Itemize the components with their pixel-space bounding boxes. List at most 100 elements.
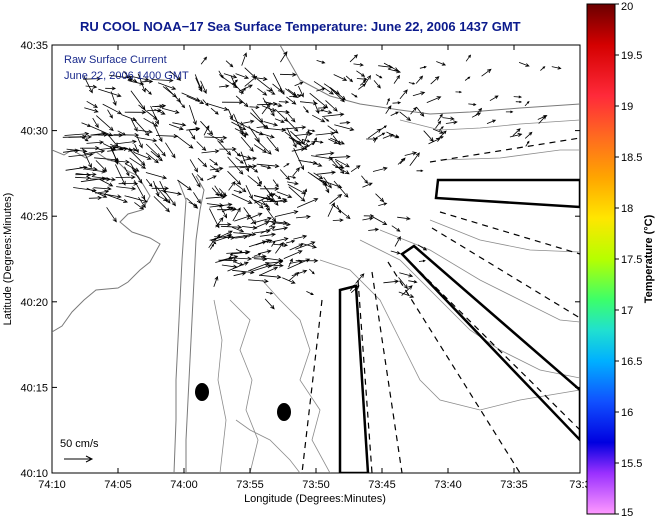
scale-arrow xyxy=(64,455,94,463)
current-vector xyxy=(283,163,290,168)
current-vector xyxy=(383,279,400,284)
nj-shore xyxy=(173,179,187,473)
current-vector xyxy=(115,175,136,180)
current-vector xyxy=(303,129,310,145)
x-axis-label: Longitude (Degrees:Minutes) xyxy=(244,493,386,505)
current-vector xyxy=(273,193,282,200)
current-vector xyxy=(191,172,201,188)
current-vector xyxy=(282,277,296,284)
current-vector xyxy=(128,75,150,82)
current-vector xyxy=(334,158,350,168)
current-vector xyxy=(209,233,233,241)
current-vector xyxy=(279,169,291,181)
y-tick-label: 40:20 xyxy=(20,297,48,309)
current-vector xyxy=(551,66,562,70)
current-vector xyxy=(295,241,316,250)
current-vector xyxy=(102,103,123,115)
current-vector xyxy=(254,138,272,155)
current-vector xyxy=(286,96,297,105)
current-vector xyxy=(150,105,159,125)
current-vector xyxy=(285,111,296,123)
current-vector xyxy=(296,198,319,208)
current-vector xyxy=(373,136,378,143)
current-vector xyxy=(272,179,279,188)
current-vector xyxy=(65,165,88,171)
current-vector xyxy=(259,232,277,237)
current-vector xyxy=(390,111,400,116)
colorbar-tick-label: 15.5 xyxy=(621,458,642,470)
current-vector xyxy=(332,204,351,220)
current-vector xyxy=(291,269,308,277)
current-vector xyxy=(143,117,159,127)
current-vector xyxy=(287,184,307,195)
current-vector xyxy=(214,233,221,241)
current-vector xyxy=(276,191,293,199)
current-vector xyxy=(430,76,440,85)
current-vector xyxy=(412,91,426,97)
current-vector xyxy=(177,179,192,191)
current-vector xyxy=(201,149,220,154)
y-axis-label: Latitude (Degrees:Minutes) xyxy=(2,193,14,326)
current-vector xyxy=(213,275,219,287)
scale-label: 50 cm/s xyxy=(60,438,99,450)
current-vector xyxy=(255,221,270,228)
current-vector xyxy=(465,54,472,62)
current-vector xyxy=(189,127,200,132)
current-vector xyxy=(219,255,239,262)
x-axis-ticks: 74:10 74:05 74:00 73:55 73:50 73:45 73:40 73:35… xyxy=(38,45,591,491)
current-vector xyxy=(106,207,117,223)
colorbar-tick-label: 15 xyxy=(621,507,633,518)
current-vector xyxy=(292,167,300,177)
current-vector xyxy=(273,243,289,248)
current-vector xyxy=(254,193,276,204)
current-vector xyxy=(390,250,401,255)
current-vector xyxy=(256,163,280,169)
current-vector xyxy=(130,118,138,132)
current-vector xyxy=(231,226,245,233)
current-vector xyxy=(254,229,271,234)
current-vector xyxy=(399,272,414,278)
current-vector xyxy=(537,115,548,120)
current-vector xyxy=(233,182,247,193)
current-vector xyxy=(293,234,308,240)
current-vector xyxy=(150,150,163,162)
current-vector xyxy=(165,86,182,103)
current-vector xyxy=(382,133,394,139)
current-vector xyxy=(98,145,117,151)
current-vector xyxy=(257,87,268,96)
current-vector xyxy=(385,105,392,114)
current-vector xyxy=(333,180,349,198)
current-vector xyxy=(334,124,355,132)
current-vector xyxy=(417,244,428,251)
current-vector xyxy=(468,102,477,106)
current-vector xyxy=(232,207,241,222)
current-vector xyxy=(107,146,129,152)
current-vector xyxy=(217,140,232,156)
current-vector xyxy=(249,105,260,110)
current-vector xyxy=(375,193,385,203)
current-vector xyxy=(197,157,208,168)
current-vector xyxy=(258,249,272,254)
current-vector xyxy=(84,107,99,113)
current-vector xyxy=(210,107,219,115)
current-vector xyxy=(315,151,335,156)
current-vector xyxy=(209,166,224,171)
current-vector xyxy=(115,164,126,186)
current-vector xyxy=(219,146,237,152)
current-vector xyxy=(136,137,158,143)
figure-title: RU COOL NOAA−17 Sea Surface Temperature:… xyxy=(80,19,521,34)
current-vector xyxy=(99,178,114,187)
current-vector xyxy=(264,298,275,310)
current-vector xyxy=(161,107,180,114)
x-tick-label: 73:50 xyxy=(302,479,330,491)
current-vector xyxy=(93,186,112,191)
y-tick-label: 40:10 xyxy=(20,468,48,480)
current-vector xyxy=(525,140,530,147)
sandy-hook-spit xyxy=(185,175,205,473)
current-vector xyxy=(234,214,252,222)
current-vector xyxy=(104,193,128,203)
current-vector xyxy=(375,74,383,79)
current-vector xyxy=(168,123,184,131)
x-tick-label: 73:55 xyxy=(236,479,264,491)
